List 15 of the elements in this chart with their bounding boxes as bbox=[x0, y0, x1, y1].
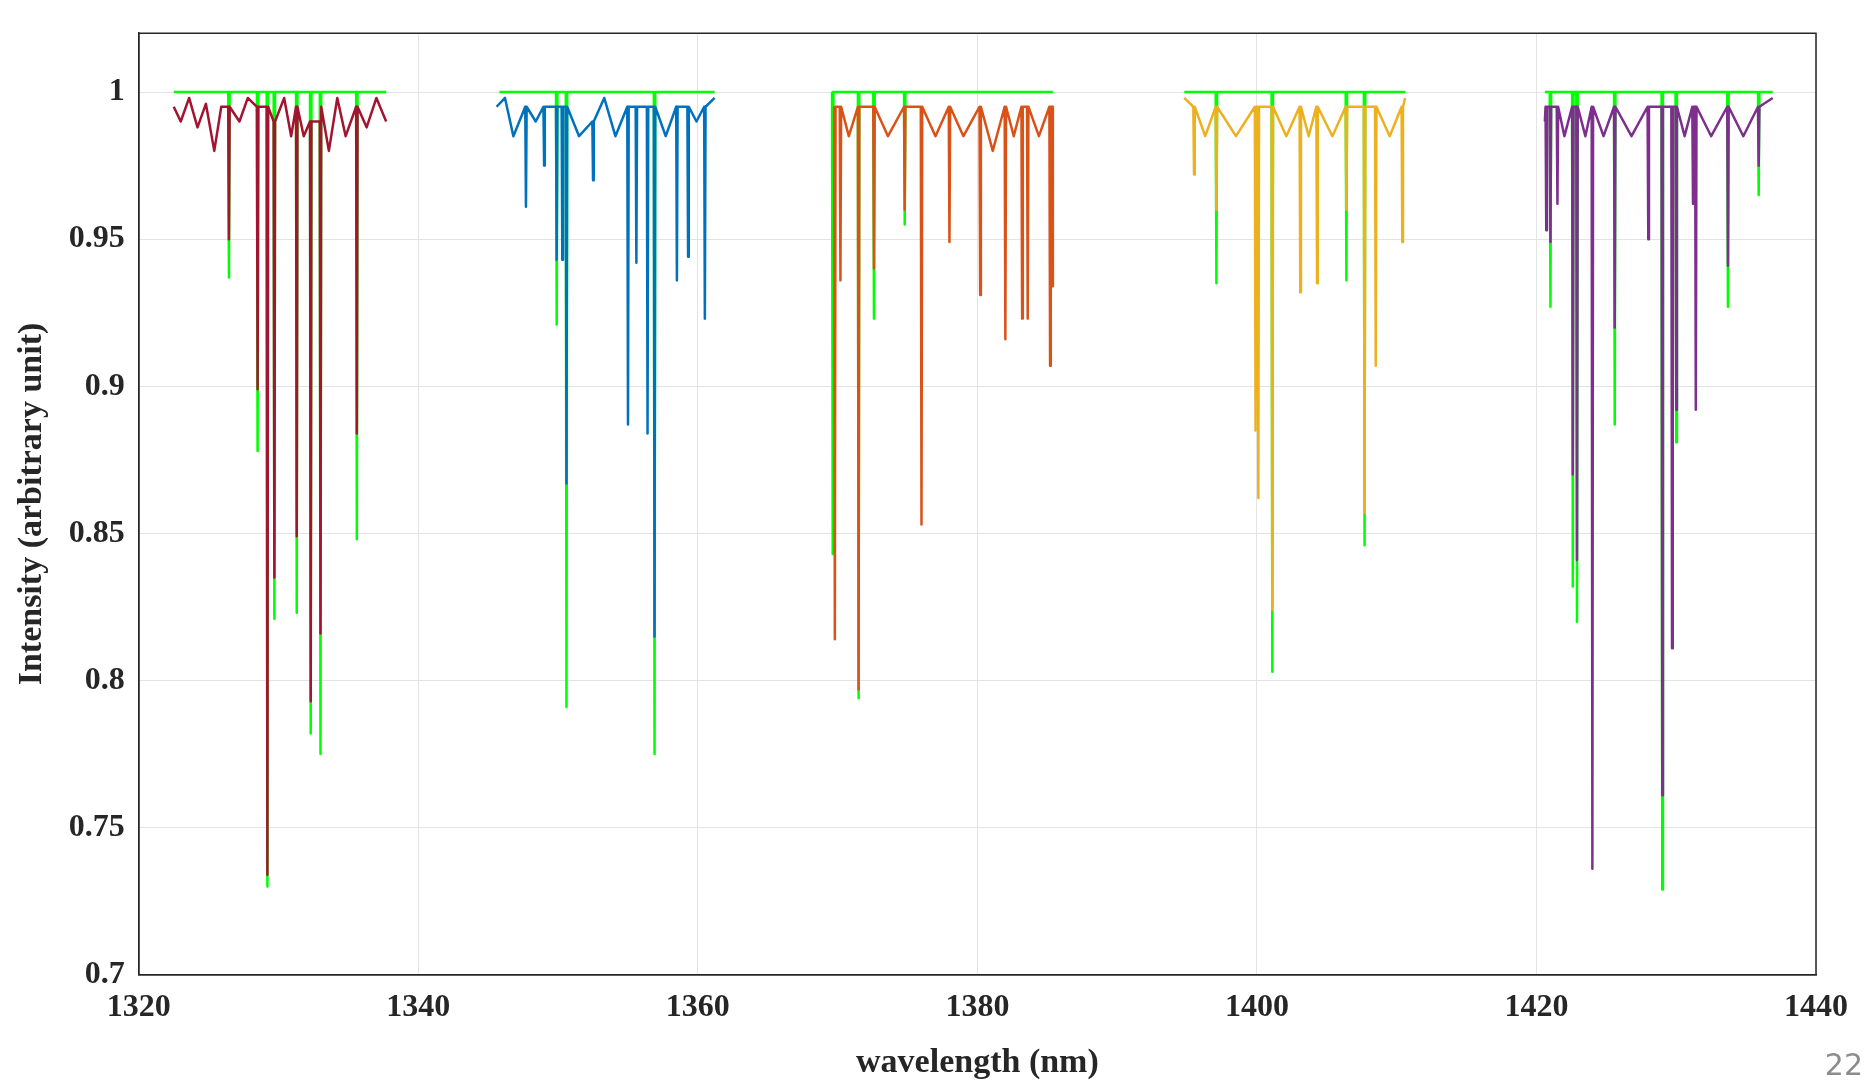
y-tick-label: 0.8 bbox=[84, 659, 125, 696]
x-tick-label: 1340 bbox=[386, 987, 451, 1024]
x-tick-label: 1400 bbox=[1224, 987, 1289, 1024]
y-tick-label: 0.9 bbox=[84, 365, 125, 402]
x-tick-label: 1440 bbox=[1784, 987, 1848, 1024]
text: 22 bbox=[1824, 1047, 1863, 1082]
y-tick-label: 0.85 bbox=[68, 512, 125, 549]
x-tick-label: 1360 bbox=[665, 987, 730, 1024]
y-tick-label: 1 bbox=[108, 71, 125, 108]
y-tick-label: 0.75 bbox=[68, 806, 125, 843]
y-tick-label: 0.95 bbox=[68, 218, 125, 255]
x-tick-label: 1380 bbox=[945, 987, 1010, 1024]
y-axis-title: Intensity (arbitrary unit) bbox=[11, 322, 50, 686]
x-tick-label: 1420 bbox=[1504, 987, 1569, 1024]
x-axis-title: wavelength (nm) bbox=[856, 1042, 1099, 1081]
